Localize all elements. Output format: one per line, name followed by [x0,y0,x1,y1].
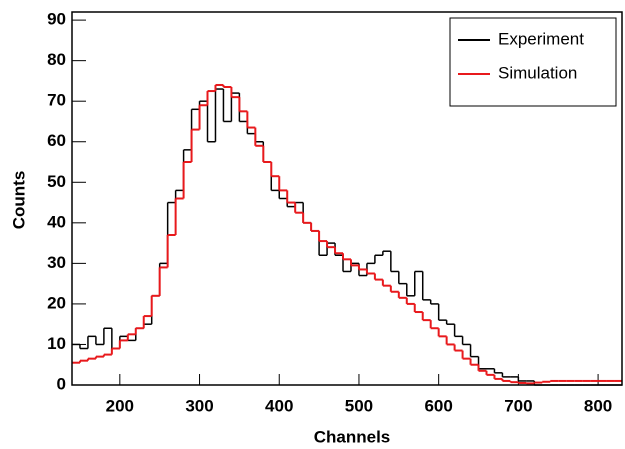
x-tick-label: 300 [185,396,213,415]
x-tick-label: 700 [504,396,532,415]
x-tick-label: 500 [345,396,373,415]
legend-label: Experiment [498,29,584,48]
legend-box [449,17,617,107]
y-axis-title: Counts [9,171,28,230]
x-axis-title: Channels [314,427,391,446]
y-tick-label: 60 [47,131,66,150]
y-tick-label: 50 [47,172,66,191]
legend-label: Simulation [498,63,577,82]
y-tick-label: 70 [47,91,66,110]
x-tick-label: 200 [106,396,134,415]
y-tick-label: 80 [47,50,66,69]
x-tick-label: 800 [584,396,612,415]
y-tick-label: 40 [47,212,66,231]
y-tick-label: 10 [47,334,66,353]
plot-frame [71,11,623,386]
y-tick-label: 90 [47,10,66,29]
x-tick-label: 400 [265,396,293,415]
y-tick-label: 20 [47,293,66,312]
x-tick-label: 600 [424,396,452,415]
y-tick-label: 30 [47,253,66,272]
y-tick-label: 0 [57,374,66,393]
